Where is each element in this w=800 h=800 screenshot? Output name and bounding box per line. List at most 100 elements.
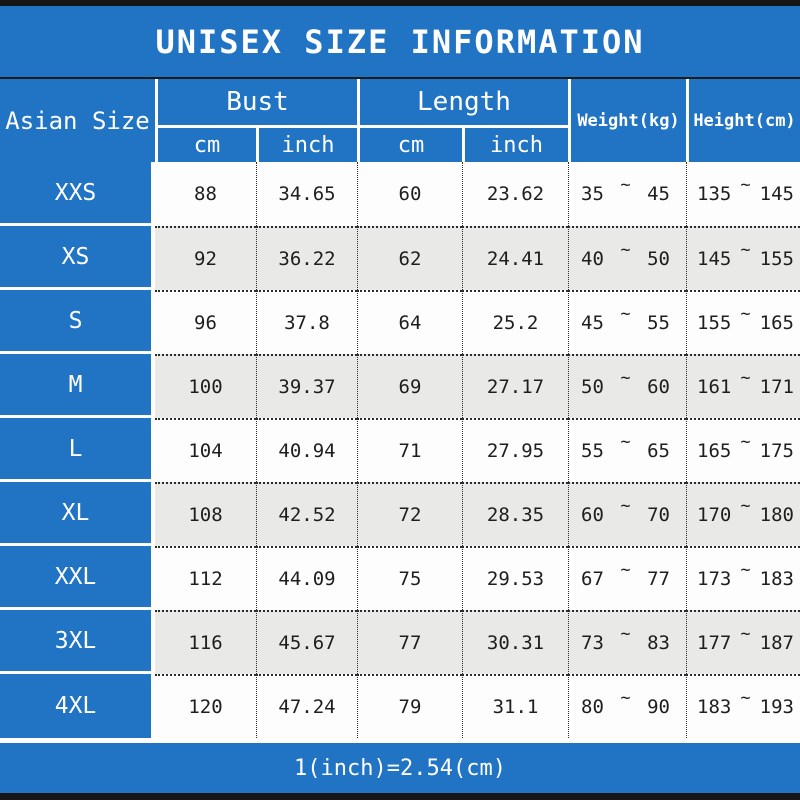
weight-max: 70 [647, 504, 670, 526]
header-bust-inch: inch [256, 125, 357, 162]
weight-range: 55 ~ 65 [568, 418, 686, 482]
table-body: XXS 88 34.65 60 23.62 35 ~ 45 135 ~ 145 … [0, 162, 800, 738]
height-range: 170 ~ 180 [686, 482, 800, 546]
height-min: 161 [697, 376, 732, 398]
bust-cm-value: 120 [155, 674, 256, 738]
bust-cm-value: 100 [155, 354, 256, 418]
height-max: 187 [759, 632, 794, 654]
height-range: 155 ~ 165 [686, 290, 800, 354]
tilde-symbol: ~ [740, 496, 751, 516]
tilde-symbol: ~ [620, 496, 631, 516]
header-asian-size: Asian Size [5, 106, 150, 135]
footer-band: 1(inch)=2.54(cm) [0, 743, 800, 793]
header-length-cm: cm [357, 125, 462, 162]
bust-inch-value: 34.65 [256, 162, 357, 226]
title-divider [0, 77, 800, 79]
height-min: 183 [697, 696, 732, 718]
weight-range: 45 ~ 55 [568, 290, 686, 354]
size-label: XS [0, 226, 155, 290]
weight-range: 80 ~ 90 [568, 674, 686, 738]
title-banner: UNISEX SIZE INFORMATION [0, 6, 800, 77]
height-min: 170 [697, 504, 732, 526]
height-range: 161 ~ 171 [686, 354, 800, 418]
size-label: 4XL [0, 674, 155, 738]
weight-min: 60 [581, 504, 604, 526]
top-border-bar [0, 0, 800, 6]
height-min: 155 [697, 312, 732, 334]
weight-max: 50 [647, 248, 670, 270]
height-max: 180 [759, 504, 794, 526]
table-row-xxs: XXS 88 34.65 60 23.62 35 ~ 45 135 ~ 145 [0, 162, 800, 226]
height-max: 145 [759, 183, 794, 205]
height-min: 173 [697, 568, 732, 590]
bust-cm-value: 104 [155, 418, 256, 482]
length-inch-value: 30.31 [462, 610, 568, 674]
height-range: 145 ~ 155 [686, 226, 800, 290]
weight-min: 45 [581, 312, 604, 334]
height-range: 183 ~ 193 [686, 674, 800, 738]
tilde-symbol: ~ [740, 560, 751, 580]
length-inch-value: 27.95 [462, 418, 568, 482]
weight-range: 35 ~ 45 [568, 162, 686, 226]
height-max: 193 [759, 696, 794, 718]
table-row-3xl: 3XL 116 45.67 77 30.31 73 ~ 83 177 ~ 187 [0, 610, 800, 674]
weight-range: 67 ~ 77 [568, 546, 686, 610]
header-weight: Weight(kg) [568, 79, 686, 162]
table-row-xl: XL 108 42.52 72 28.35 60 ~ 70 170 ~ 180 [0, 482, 800, 546]
footer-gap [0, 738, 800, 743]
bust-inch-value: 47.24 [256, 674, 357, 738]
height-range: 173 ~ 183 [686, 546, 800, 610]
table-row-m: M 100 39.37 69 27.17 50 ~ 60 161 ~ 171 [0, 354, 800, 418]
tilde-symbol: ~ [620, 688, 631, 708]
bust-inch-value: 45.67 [256, 610, 357, 674]
length-cm-value: 60 [357, 162, 462, 226]
length-cm-value: 64 [357, 290, 462, 354]
bust-inch-value: 40.94 [256, 418, 357, 482]
header-height: Height(cm) [686, 79, 800, 162]
weight-min: 35 [581, 183, 604, 205]
weight-min: 40 [581, 248, 604, 270]
table-row-xs: XS 92 36.22 62 24.41 40 ~ 50 145 ~ 155 [0, 226, 800, 290]
tilde-symbol: ~ [620, 304, 631, 324]
tilde-symbol: ~ [620, 432, 631, 452]
weight-min: 55 [581, 440, 604, 462]
conversion-note: 1(inch)=2.54(cm) [294, 755, 506, 781]
length-inch-value: 27.17 [462, 354, 568, 418]
weight-max: 83 [647, 632, 670, 654]
length-cm-value: 77 [357, 610, 462, 674]
length-inch-value: 28.35 [462, 482, 568, 546]
tilde-symbol: ~ [620, 368, 631, 388]
length-cm-value: 69 [357, 354, 462, 418]
height-min: 165 [697, 440, 732, 462]
weight-min: 73 [581, 632, 604, 654]
table-row-xxl: XXL 112 44.09 75 29.53 67 ~ 77 173 ~ 183 [0, 546, 800, 610]
weight-max: 60 [647, 376, 670, 398]
size-label: 3XL [0, 610, 155, 674]
length-cm-value: 75 [357, 546, 462, 610]
table-row-s: S 96 37.8 64 25.2 45 ~ 55 155 ~ 165 [0, 290, 800, 354]
size-label: S [0, 290, 155, 354]
weight-max: 90 [647, 696, 670, 718]
table-header: Asian Size Bust Length Weight(kg) Height… [0, 79, 800, 162]
length-cm-value: 79 [357, 674, 462, 738]
height-max: 183 [759, 568, 794, 590]
length-inch-value: 29.53 [462, 546, 568, 610]
header-bust-group: Bust [155, 79, 357, 125]
tilde-symbol: ~ [740, 304, 751, 324]
bust-cm-value: 112 [155, 546, 256, 610]
bust-cm-value: 88 [155, 162, 256, 226]
bust-inch-value: 37.8 [256, 290, 357, 354]
tilde-symbol: ~ [740, 175, 751, 195]
size-label: XXL [0, 546, 155, 610]
bust-inch-value: 42.52 [256, 482, 357, 546]
height-min: 145 [697, 248, 732, 270]
table-row-4xl: 4XL 120 47.24 79 31.1 80 ~ 90 183 ~ 193 [0, 674, 800, 738]
header-length-group: Length [357, 79, 568, 125]
height-max: 165 [759, 312, 794, 334]
tilde-symbol: ~ [740, 432, 751, 452]
bust-cm-value: 116 [155, 610, 256, 674]
weight-min: 80 [581, 696, 604, 718]
height-max: 171 [759, 376, 794, 398]
height-range: 135 ~ 145 [686, 162, 800, 226]
weight-max: 45 [647, 183, 670, 205]
